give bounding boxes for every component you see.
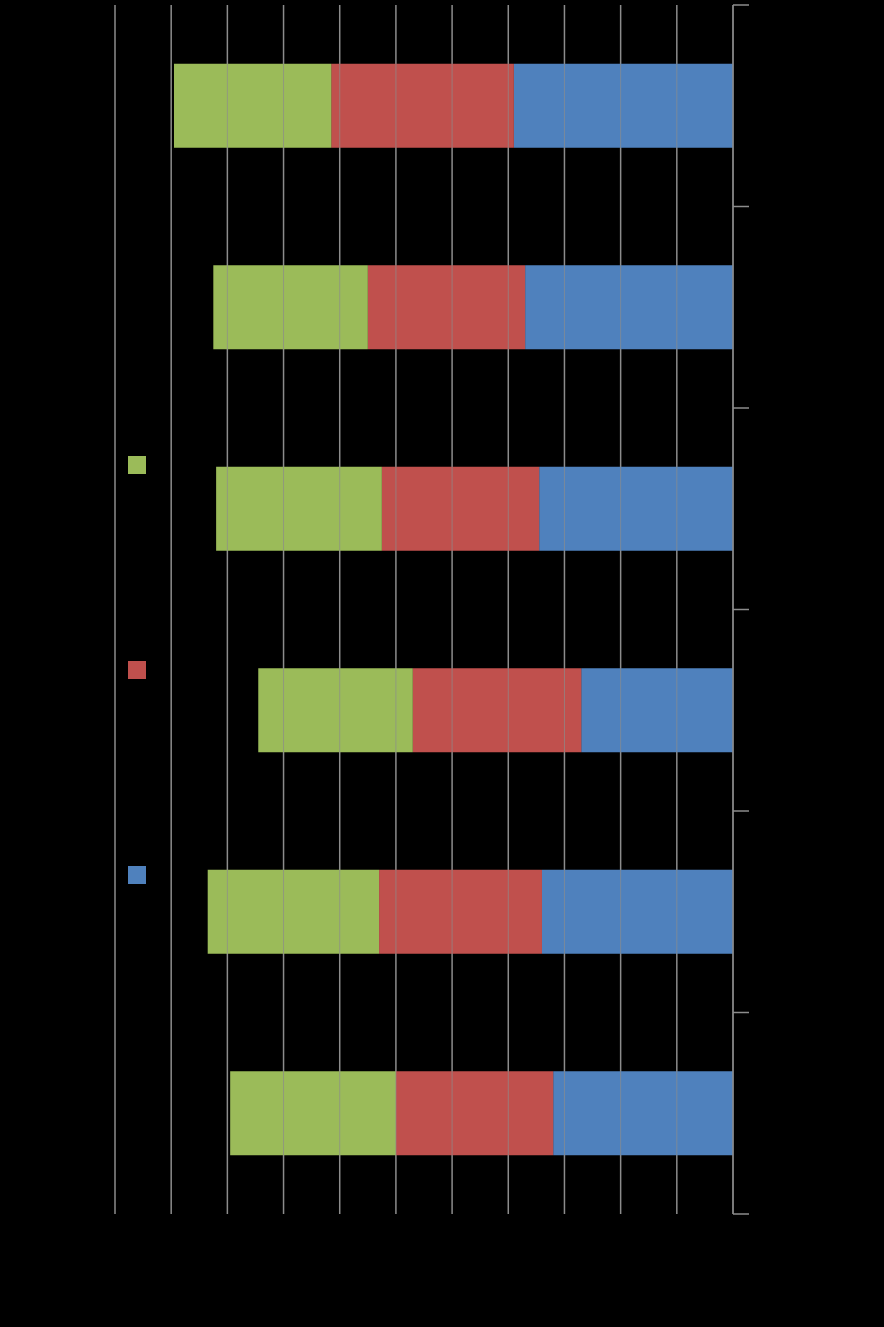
y-tick-label: 7000 <box>326 1220 354 1276</box>
bar-sk2 <box>367 265 526 350</box>
y-tick-label: 1000 <box>663 1220 691 1276</box>
bar-sk2 <box>395 1071 554 1156</box>
bar-sk1 <box>581 668 733 753</box>
y-tick-label: 11000 <box>101 1220 129 1288</box>
x-category-label: D <box>749 500 775 517</box>
x-category-label: E <box>749 300 775 315</box>
x-category-label: Ragnar /Nancy <box>797 1033 823 1194</box>
bar-sk3 <box>230 1071 396 1156</box>
x-category-label: (E hög N) <box>797 55 823 157</box>
y-tick-label: 5000 <box>438 1220 466 1276</box>
bar-sk2 <box>379 869 542 954</box>
x-category-label: F <box>749 99 775 113</box>
y-tick-label: 4000 <box>494 1220 522 1276</box>
bar-sk3 <box>207 869 380 954</box>
bar-sk1 <box>513 63 734 148</box>
y-tick-label: 2000 <box>607 1220 635 1276</box>
bar-sk3 <box>216 466 382 551</box>
bar-sk1 <box>525 265 733 350</box>
y-tick-label: 9000 <box>213 1220 241 1276</box>
bar-sk3 <box>173 63 332 148</box>
y-tick-label: 0 <box>719 1220 747 1234</box>
bar-sk2 <box>381 466 540 551</box>
bar-sk2 <box>331 63 514 148</box>
x-category-label: SW 944 +Titus <box>797 229 823 385</box>
y-tick-label: 10000 <box>157 1220 185 1290</box>
bar-sk3 <box>258 668 413 753</box>
x-category-label: låg N <box>823 279 849 335</box>
bar-sk2 <box>412 668 582 753</box>
y-tick-label: 6000 <box>382 1220 410 1276</box>
x-category-label: Swaj /lusern <box>797 643 823 777</box>
y-tick-label: 8000 <box>270 1220 298 1276</box>
x-category-label: (B+C) <box>797 478 823 540</box>
bar-sk1 <box>541 869 733 954</box>
bar-sk1 <box>539 466 733 551</box>
x-category-label: A <box>749 1105 775 1122</box>
x-category-label: Switch/Titus <box>797 844 823 979</box>
bar-sk1 <box>553 1071 734 1156</box>
y-tick-label: 3000 <box>550 1220 578 1276</box>
x-category-label: B <box>749 903 775 920</box>
bar-sk3 <box>213 265 368 350</box>
x-category-label: C <box>749 702 775 719</box>
